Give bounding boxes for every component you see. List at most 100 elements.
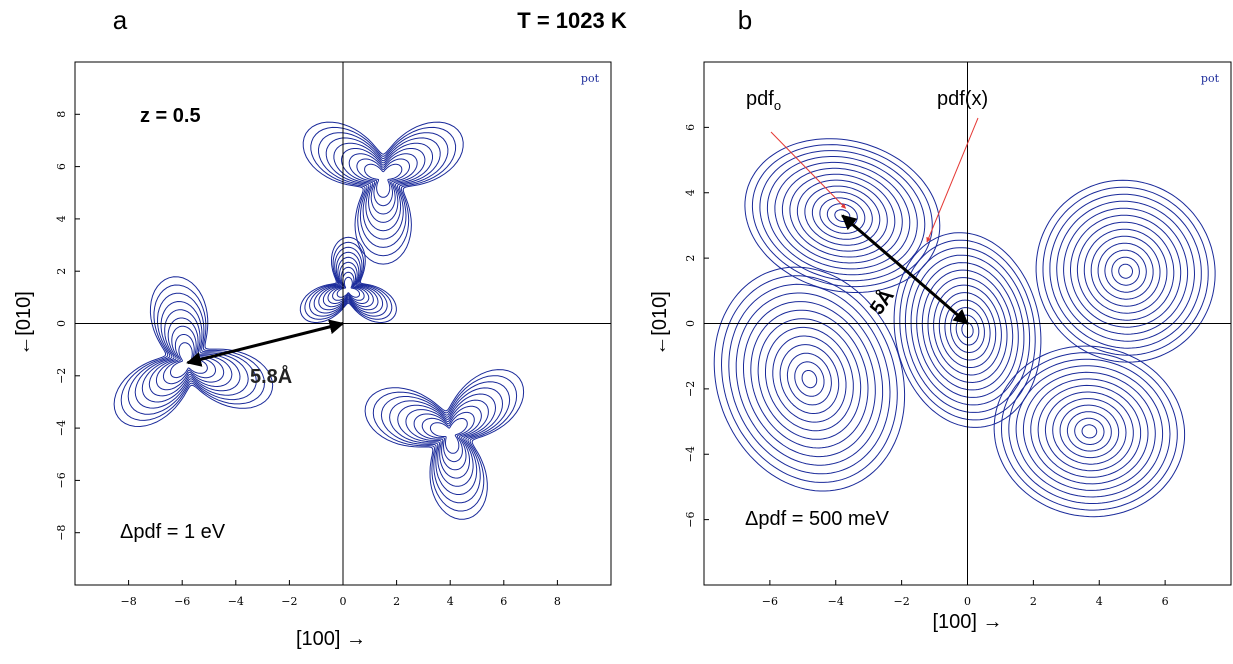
contour-line [397,393,497,487]
contour-line [916,262,1019,398]
contour-line [1044,391,1134,472]
contour-line [944,299,991,361]
corner-label: pot [581,72,600,85]
contour-line [299,236,397,324]
contour-line [927,277,1008,384]
contour-line [1015,365,1164,498]
contour-line [421,411,475,463]
contour-line [794,361,825,397]
y-tick-label: −2 [55,368,68,384]
contour-line [735,292,884,466]
y-tick-label: 2 [684,255,697,262]
y-axis-label: ←[010] [649,291,671,355]
x-tick-label: −6 [762,595,778,608]
distance-arrow [186,319,345,367]
contour-line [1052,398,1127,465]
contour-line [336,276,360,298]
contour-line [938,292,997,368]
contour-line [313,251,384,314]
contour-line [413,405,482,471]
x-tick-label: 0 [340,595,347,608]
pdf-label: pdf(x) [937,88,988,110]
contours [713,138,1216,518]
x-tick-label: 4 [447,595,454,608]
contour-line [796,179,888,252]
contour-line [743,301,876,458]
contour-line [1104,249,1147,293]
x-tick-label: 2 [1030,595,1037,608]
contour-line [993,345,1186,518]
contour-line [1008,358,1171,504]
annotation: Δpdf = 500 meV [745,508,890,530]
y-tick-label: −6 [684,512,697,528]
contour-line [120,284,266,421]
contour-line [1035,179,1216,363]
distance-label: 5Å [864,284,898,319]
annotation: z = 0.5 [140,105,201,127]
contour-line [1063,207,1189,335]
contour-line [933,284,1002,376]
contour-line [364,369,525,520]
contour-line [1056,200,1196,342]
contour-line [910,254,1025,406]
x-tick-label: −2 [281,595,297,608]
contour-line [955,314,980,346]
contour-line [921,269,1014,391]
contour-line [1049,193,1202,349]
contour-line [1076,221,1175,321]
contour-line [1066,411,1112,452]
corner-label: pot [1201,72,1220,85]
contour-line [113,276,274,428]
contours [113,121,525,520]
contour-line [786,352,832,406]
contour-line [340,148,426,223]
contour-line [304,241,393,320]
contour-line [750,309,869,449]
contour-line [389,387,504,495]
x-tick-label: −6 [174,595,190,608]
contour-line [893,232,1042,428]
contour-line [904,247,1031,413]
contour-line [1118,263,1133,279]
y-tick-label: −4 [55,420,68,436]
contour-line [801,370,818,389]
contour-line [310,126,457,257]
figure-title: T = 1023 K [517,8,627,33]
contour-line [356,158,410,207]
contour-line [1022,371,1156,491]
contour-line [1081,424,1098,439]
contour-line [372,375,518,512]
contour-line [309,246,388,317]
contour-line [1042,186,1209,356]
pointer-arrow [926,117,979,243]
contour-line [772,335,847,423]
y-tick-label: 0 [55,320,68,327]
x-tick-label: −4 [828,595,844,608]
contour-line [1097,242,1154,300]
y-tick-label: −8 [55,525,68,541]
x-tick-label: 8 [554,595,561,608]
distance-label: 5.8Å [250,364,292,388]
y-tick-label: 4 [55,215,68,222]
contour-line [348,153,418,215]
x-axis-label: [100] → [296,628,366,650]
contour-line [302,121,464,265]
contour-line [899,239,1036,421]
x-tick-label: 2 [393,595,400,608]
contour-line [318,256,379,311]
contour-line [720,275,898,483]
x-tick-label: −2 [894,595,910,608]
x-tick-label: 6 [500,595,507,608]
x-tick-label: −8 [120,595,136,608]
contour-line [317,132,449,248]
contour-line [713,266,906,492]
contour-line [751,144,933,288]
y-tick-label: −6 [55,472,68,488]
y-tick-label: 2 [55,268,68,275]
y-tick-label: 6 [55,163,68,170]
distance-arrow [841,214,969,325]
pointer-arrow [770,131,846,209]
panel-label: a [113,5,128,35]
y-tick-label: 4 [684,189,697,196]
contour-line [744,138,941,293]
